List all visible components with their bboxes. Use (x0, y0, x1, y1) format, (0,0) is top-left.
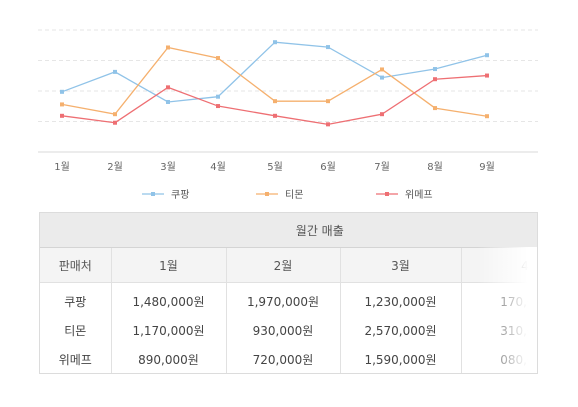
data-point[interactable] (380, 67, 384, 72)
table-row: 위메프 890,000원 720,000원 1,590,000원 080,000… (40, 345, 537, 373)
x-tick-label: 3월 (160, 161, 176, 173)
table-cell: 1,970,000원 (226, 282, 341, 316)
legend-swatch-marker (151, 192, 155, 196)
legend-label: 티몬 (285, 189, 303, 201)
x-tick-label: 4월 (210, 161, 226, 173)
data-point[interactable] (326, 99, 330, 104)
data-point[interactable] (433, 77, 437, 82)
table-cell: 1,480,000원 (111, 282, 227, 316)
x-tick-label: 9월 (479, 161, 495, 173)
legend-swatch-marker (265, 192, 269, 196)
x-tick-label: 7월 (374, 161, 390, 173)
table-row: 티몬 1,170,000원 930,000원 2,570,000원 310,00… (40, 316, 537, 345)
data-point[interactable] (485, 53, 489, 58)
table-cell: 080,000원 (461, 345, 537, 373)
table-cell: 1,590,000원 (340, 345, 462, 373)
data-point[interactable] (485, 114, 489, 119)
x-tick-label: 2월 (107, 161, 123, 173)
data-point[interactable] (273, 99, 277, 104)
table-title: 월간 매출 (40, 213, 537, 248)
table-cell: 1,170,000원 (111, 316, 227, 345)
x-tick-label: 8월 (427, 161, 443, 173)
data-point[interactable] (113, 69, 117, 74)
legend-swatch-marker (385, 192, 389, 196)
column-header: 4월 (461, 247, 537, 283)
chart-legend: 쿠팡 티몬 위메프 (142, 188, 433, 201)
data-point[interactable] (380, 112, 384, 117)
data-point[interactable] (216, 94, 220, 99)
data-point[interactable] (60, 102, 64, 107)
x-tick-label: 1월 (54, 161, 70, 173)
column-header: 판매처 (40, 247, 112, 283)
data-point[interactable] (273, 40, 277, 45)
legend-item[interactable]: 위메프 (376, 188, 433, 201)
legend-label: 위메프 (405, 188, 433, 201)
data-point[interactable] (433, 106, 437, 111)
monthly-sales-table: 월간 매출 판매처 1월 2월 3월 4월 쿠팡 1,480,000원 1,97… (39, 212, 538, 374)
data-point[interactable] (166, 85, 170, 90)
x-tick-label: 6월 (320, 161, 336, 173)
column-header: 1월 (111, 247, 227, 283)
x-axis-ticks: 1월 2월 3월 4월 5월 6월 7월 8월 9월 (54, 161, 495, 173)
data-point[interactable] (60, 89, 64, 94)
table-cell: 1,230,000원 (340, 282, 462, 316)
series-line (61, 46, 488, 117)
data-point[interactable] (273, 113, 277, 118)
legend-item[interactable]: 티몬 (256, 189, 303, 201)
column-header: 2월 (226, 247, 341, 283)
data-point[interactable] (60, 113, 64, 118)
chart-series (60, 40, 489, 127)
table-cell: 310,000원 (461, 316, 537, 345)
table-row: 쿠팡 1,480,000원 1,970,000원 1,230,000원 170,… (40, 282, 537, 316)
data-point[interactable] (433, 67, 437, 72)
line-chart: 1월 2월 3월 4월 5월 6월 7월 8월 9월 쿠팡 티몬 위메프 (38, 29, 538, 201)
table-cell: 위메프 (40, 345, 112, 373)
data-point[interactable] (216, 104, 220, 109)
data-point[interactable] (380, 75, 384, 80)
data-point[interactable] (485, 73, 489, 78)
data-point[interactable] (113, 112, 117, 117)
chart-grid (38, 29, 538, 153)
table-cell: 890,000원 (111, 345, 227, 373)
table-cell: 930,000원 (226, 316, 341, 345)
data-point[interactable] (216, 56, 220, 61)
column-header: 3월 (340, 247, 462, 283)
x-tick-label: 5월 (267, 161, 283, 173)
series-1 (60, 40, 489, 104)
table-cell: 2,570,000원 (340, 316, 462, 345)
series-3 (60, 73, 489, 127)
series-line (61, 41, 488, 103)
data-point[interactable] (326, 45, 330, 50)
legend-item[interactable]: 쿠팡 (142, 189, 189, 201)
data-point[interactable] (113, 120, 117, 125)
data-point[interactable] (326, 122, 330, 127)
table-cell: 티몬 (40, 316, 112, 345)
series-2 (60, 45, 489, 119)
data-point[interactable] (166, 99, 170, 104)
data-point[interactable] (166, 45, 170, 50)
table-cell: 170,000원 (461, 282, 537, 316)
table-cell: 720,000원 (226, 345, 341, 373)
table-cell: 쿠팡 (40, 282, 112, 316)
legend-label: 쿠팡 (171, 189, 189, 201)
